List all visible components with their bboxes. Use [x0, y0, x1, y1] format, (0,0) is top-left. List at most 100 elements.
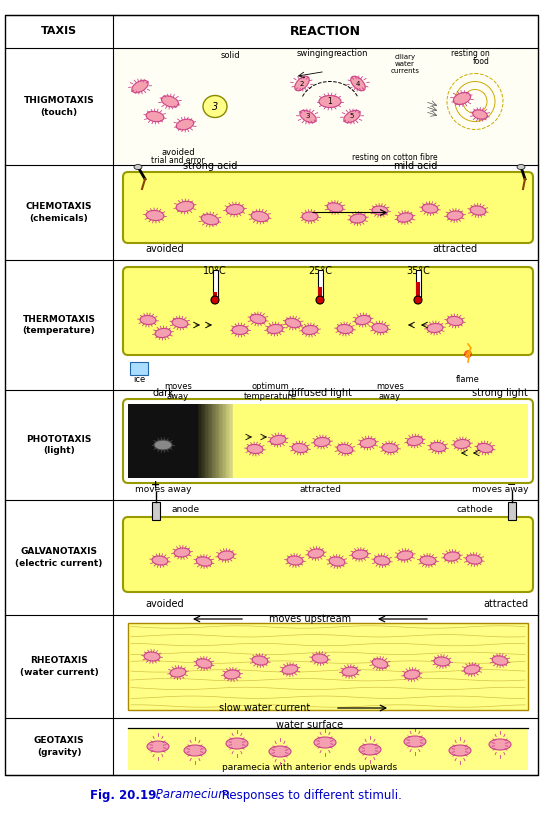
- Text: moves
away: moves away: [376, 382, 404, 402]
- Text: ciliary
water
currents: ciliary water currents: [390, 54, 420, 74]
- Bar: [202, 404, 205, 478]
- Ellipse shape: [404, 736, 426, 747]
- Ellipse shape: [161, 96, 179, 107]
- Bar: [216, 404, 219, 478]
- Bar: [218, 404, 220, 478]
- Ellipse shape: [374, 556, 390, 565]
- Bar: [211, 404, 213, 478]
- Text: THERMOTAXIS
(temperature): THERMOTAXIS (temperature): [22, 315, 96, 336]
- Text: 3: 3: [306, 113, 310, 120]
- Text: cathode: cathode: [456, 505, 493, 514]
- Ellipse shape: [472, 110, 487, 119]
- Text: flame: flame: [456, 375, 480, 384]
- Ellipse shape: [447, 211, 463, 220]
- Text: GEOTAXIS
(gravity): GEOTAXIS (gravity): [34, 736, 84, 757]
- Text: 3: 3: [212, 102, 218, 112]
- Ellipse shape: [308, 549, 324, 558]
- Ellipse shape: [252, 656, 268, 665]
- Ellipse shape: [352, 550, 368, 559]
- Text: diffused light: diffused light: [288, 388, 352, 398]
- Bar: [212, 270, 218, 297]
- Ellipse shape: [329, 557, 345, 566]
- Text: optimum
temperature: optimum temperature: [243, 382, 296, 402]
- Text: resting on cotton fibre: resting on cotton fibre: [352, 153, 438, 162]
- Ellipse shape: [203, 95, 227, 117]
- Text: paramecia with anterior ends upwards: paramecia with anterior ends upwards: [223, 763, 397, 772]
- Text: reaction: reaction: [333, 49, 367, 58]
- Circle shape: [414, 296, 422, 304]
- Ellipse shape: [176, 201, 194, 212]
- Ellipse shape: [397, 551, 413, 560]
- Ellipse shape: [382, 443, 398, 452]
- Ellipse shape: [170, 668, 186, 677]
- Bar: [219, 404, 222, 478]
- Ellipse shape: [359, 744, 381, 755]
- Ellipse shape: [247, 444, 263, 453]
- Bar: [208, 404, 210, 478]
- Ellipse shape: [420, 556, 436, 565]
- Ellipse shape: [470, 206, 486, 215]
- Ellipse shape: [327, 203, 343, 212]
- Bar: [199, 404, 202, 478]
- Text: resting on: resting on: [451, 49, 490, 58]
- Bar: [318, 270, 323, 297]
- Text: moves away: moves away: [471, 485, 528, 494]
- Text: −: −: [507, 480, 517, 490]
- Text: PHOTOTAXIS
(light): PHOTOTAXIS (light): [26, 434, 92, 456]
- Ellipse shape: [314, 438, 330, 447]
- Bar: [209, 404, 212, 478]
- Ellipse shape: [427, 324, 443, 333]
- FancyBboxPatch shape: [123, 517, 533, 592]
- Ellipse shape: [466, 555, 482, 564]
- Ellipse shape: [397, 213, 413, 222]
- Bar: [114, 49, 537, 164]
- Bar: [222, 404, 224, 478]
- Ellipse shape: [282, 665, 298, 674]
- Circle shape: [316, 296, 324, 304]
- Bar: [198, 404, 200, 478]
- Ellipse shape: [477, 443, 493, 452]
- Bar: [212, 404, 214, 478]
- Ellipse shape: [355, 315, 371, 324]
- Ellipse shape: [154, 440, 172, 450]
- Bar: [223, 404, 225, 478]
- Bar: [213, 292, 217, 297]
- Text: GALVANOTAXIS
(electric current): GALVANOTAXIS (electric current): [15, 547, 103, 568]
- Bar: [228, 404, 230, 478]
- Ellipse shape: [250, 315, 266, 324]
- Ellipse shape: [447, 316, 463, 326]
- Ellipse shape: [146, 210, 164, 221]
- Ellipse shape: [454, 439, 470, 448]
- Ellipse shape: [267, 324, 283, 333]
- Ellipse shape: [196, 659, 212, 668]
- Ellipse shape: [404, 670, 420, 679]
- Text: dark: dark: [152, 388, 174, 398]
- Ellipse shape: [300, 110, 316, 123]
- Text: swinging: swinging: [296, 49, 334, 58]
- Text: avoided: avoided: [146, 244, 184, 254]
- Text: strong light: strong light: [472, 388, 528, 398]
- Circle shape: [464, 350, 472, 358]
- Bar: [206, 404, 209, 478]
- Ellipse shape: [302, 325, 318, 334]
- Bar: [220, 404, 223, 478]
- Text: attracted: attracted: [483, 599, 528, 609]
- Text: +: +: [151, 480, 161, 490]
- Text: slow water current: slow water current: [219, 703, 311, 713]
- Text: 4: 4: [356, 81, 360, 86]
- Text: 2: 2: [300, 81, 304, 86]
- Bar: [205, 404, 207, 478]
- Text: attracted: attracted: [299, 485, 341, 494]
- Ellipse shape: [350, 214, 366, 223]
- Bar: [416, 282, 420, 297]
- Ellipse shape: [287, 556, 303, 565]
- Bar: [152, 502, 160, 520]
- Text: REACTION: REACTION: [290, 25, 361, 38]
- Ellipse shape: [147, 741, 169, 752]
- Text: trial and error: trial and error: [151, 156, 205, 165]
- Ellipse shape: [314, 737, 336, 748]
- Ellipse shape: [218, 551, 234, 560]
- Bar: [215, 404, 217, 478]
- Ellipse shape: [360, 438, 376, 447]
- Ellipse shape: [489, 739, 511, 750]
